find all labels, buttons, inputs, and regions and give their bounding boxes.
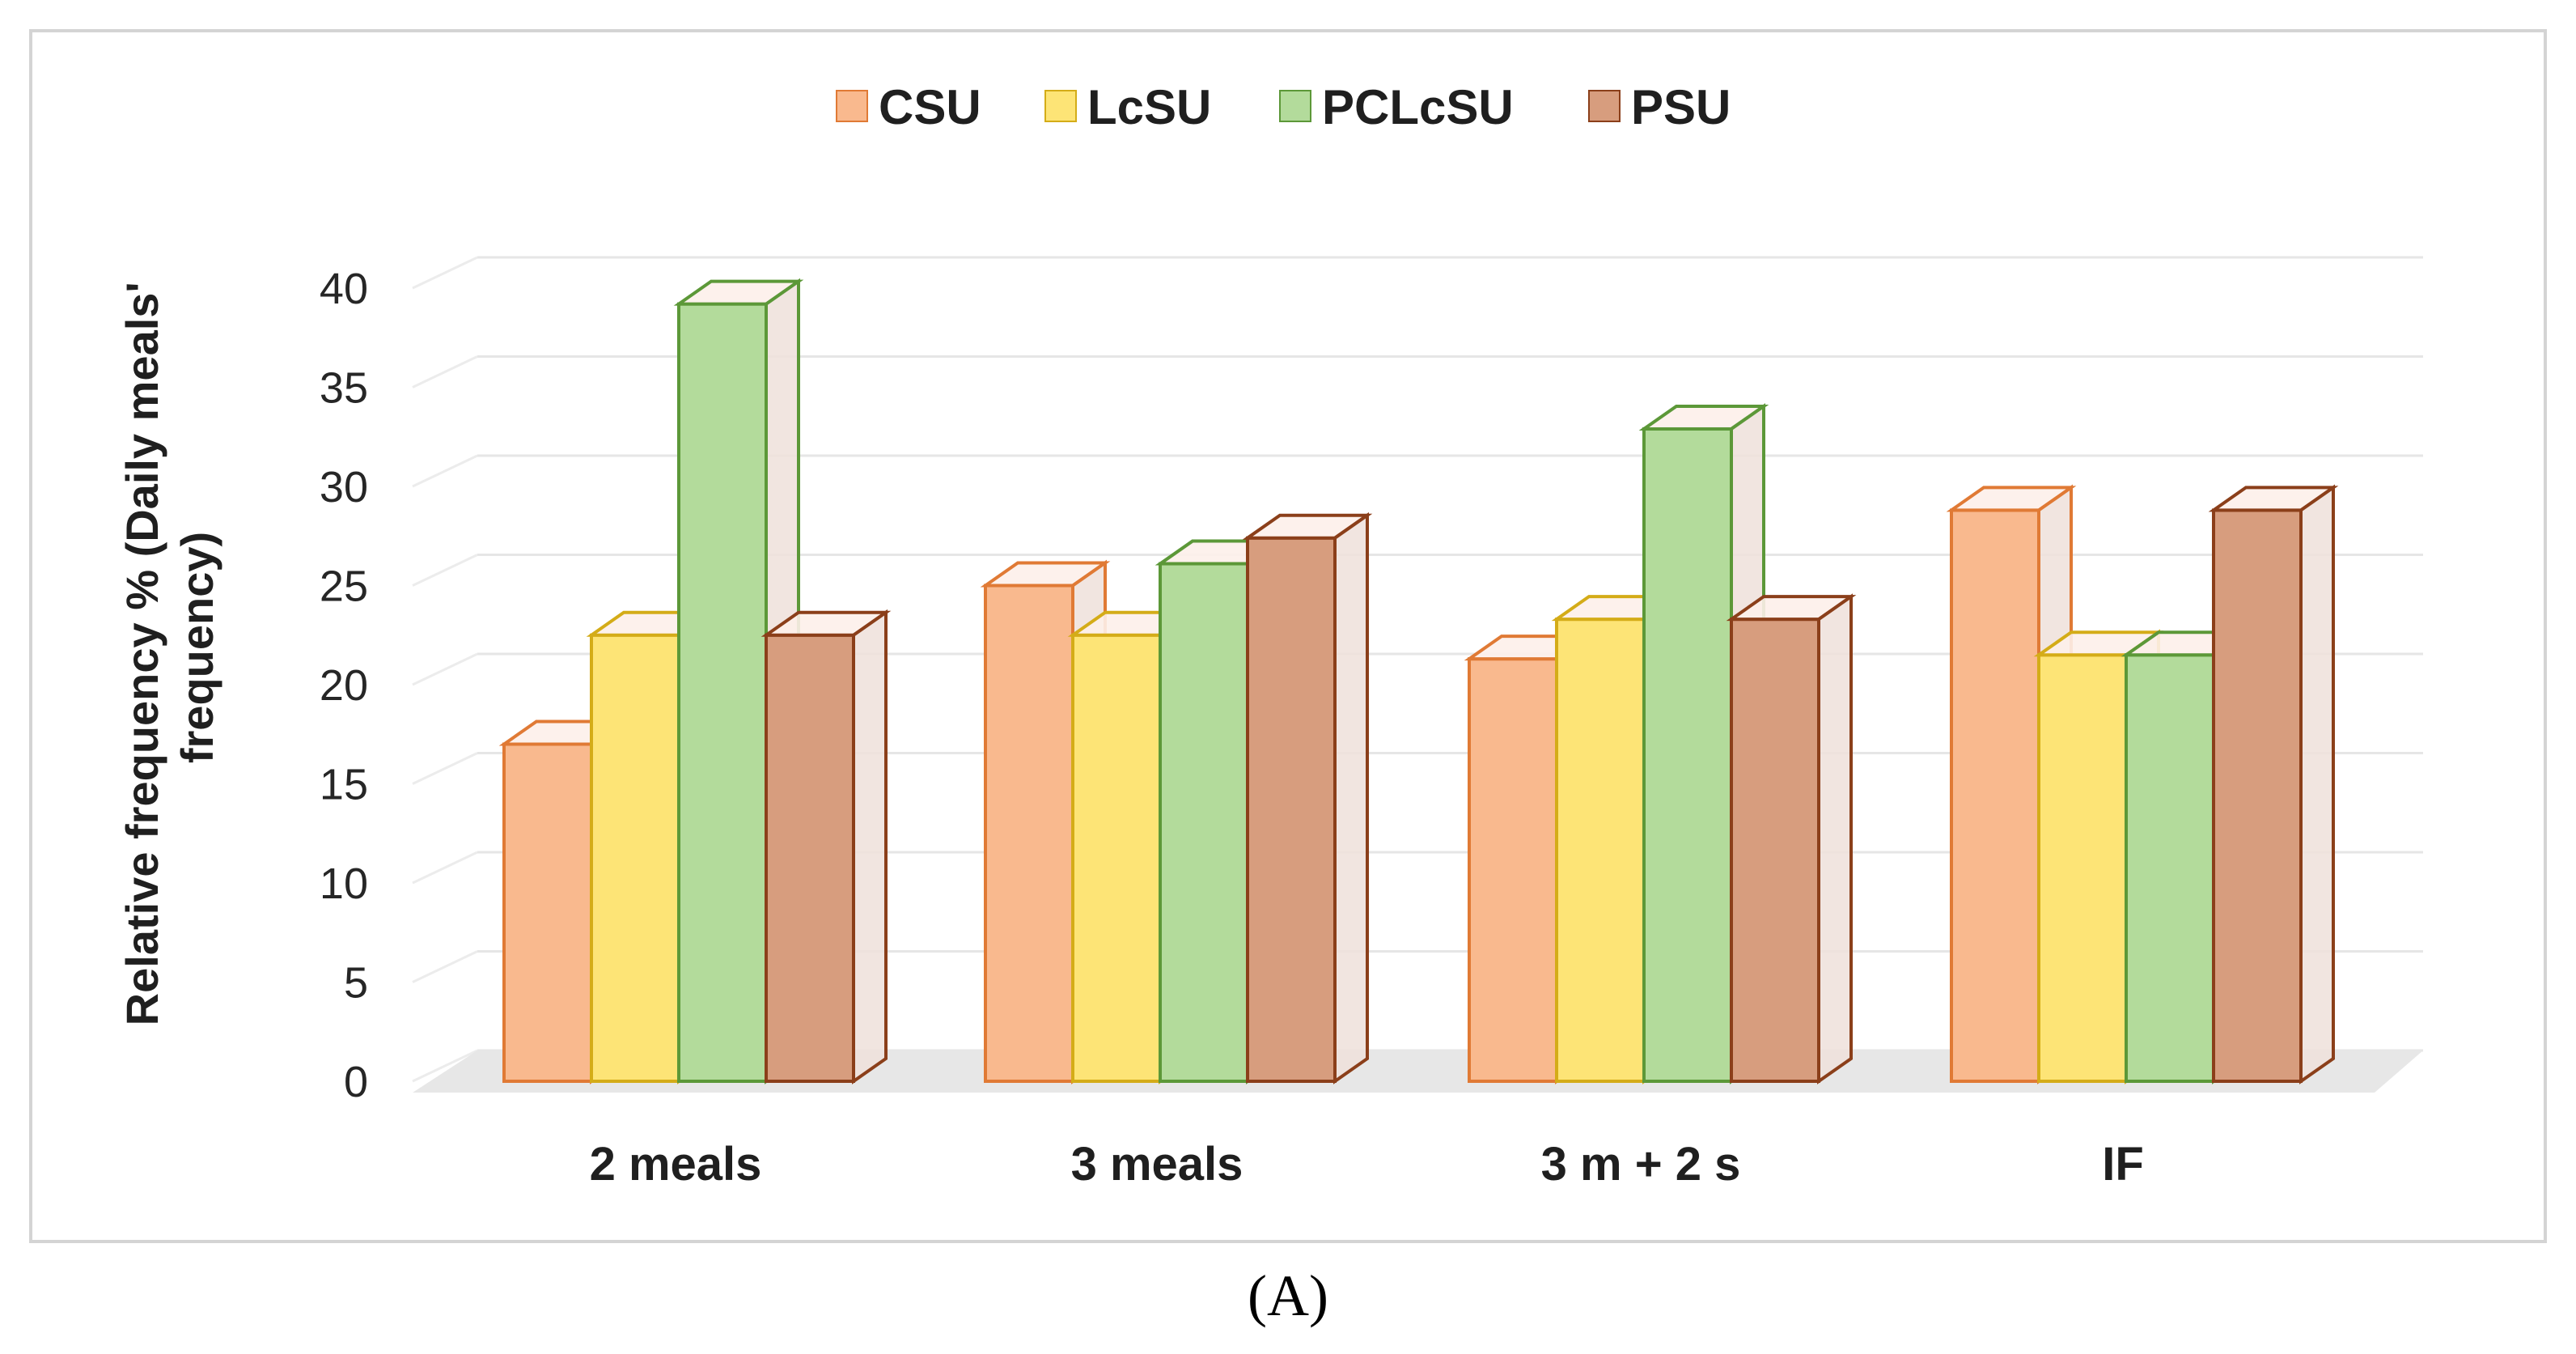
legend-swatch	[1044, 90, 1077, 122]
bar-front-face	[765, 633, 855, 1083]
x-axis-categories: 2 meals 3 meals 3 m + 2 s IF	[590, 1138, 2144, 1191]
bar-side-face	[1333, 511, 1369, 1084]
legend-item: PCLcSU	[1279, 80, 1514, 134]
bar-front-face	[2212, 508, 2303, 1083]
y-tick-label: 5	[344, 959, 368, 1008]
gridline-diagonal	[412, 454, 478, 488]
bar-front-face	[1555, 618, 1646, 1083]
x-category-label: 2 meals	[590, 1138, 762, 1191]
gridline-diagonal	[412, 355, 478, 388]
gridline-diagonal	[412, 752, 478, 785]
bar-front-face	[1159, 562, 1249, 1083]
gridline-diagonal	[412, 950, 478, 983]
bar-front-face	[984, 584, 1074, 1083]
gridline-diagonal	[412, 554, 478, 587]
legend-item: PSU	[1588, 80, 1731, 134]
legend-swatch	[1588, 90, 1621, 122]
legend: CSU LcSU PCLcSU PSU	[836, 80, 1731, 134]
y-axis-label: Relative frequency % (Daily meals' frequ…	[117, 270, 222, 1026]
bar	[2208, 484, 2339, 1084]
legend-item: LcSU	[1044, 80, 1211, 134]
figure-caption: (A)	[1248, 1263, 1328, 1328]
legend-swatch	[1279, 90, 1311, 122]
bar	[761, 609, 892, 1084]
legend-swatch	[836, 90, 868, 122]
bar-front-face	[1468, 657, 1558, 1083]
y-axis-ticks: 0 5 10 15 20 25 30 35 40	[320, 265, 368, 1106]
y-tick-label: 10	[320, 860, 368, 908]
bar-side-face	[1817, 593, 1853, 1084]
y-tick-label: 20	[320, 661, 368, 710]
bars	[498, 278, 2339, 1084]
gridline-diagonal	[412, 256, 478, 290]
gridline-diagonal	[412, 1049, 478, 1083]
gridline-diagonal	[412, 851, 478, 885]
bar-front-face	[1246, 536, 1337, 1083]
bar	[1726, 593, 1857, 1084]
chart-floor	[413, 1051, 2423, 1093]
bar-front-face	[590, 633, 680, 1083]
gridline-diagonal	[412, 652, 478, 686]
y-axis-label-line-2: frequency)	[172, 532, 222, 763]
bar-side-face	[852, 609, 888, 1084]
y-tick-label: 0	[344, 1058, 368, 1106]
bar-front-face	[1730, 618, 1820, 1083]
legend-label: PCLcSU	[1322, 80, 1514, 134]
legend-label: LcSU	[1087, 80, 1211, 134]
legend-label: CSU	[879, 80, 981, 134]
legend-item: CSU	[836, 80, 981, 134]
y-tick-label: 25	[320, 562, 368, 611]
bar	[1242, 511, 1373, 1084]
legend-label: PSU	[1631, 80, 1731, 134]
bar-front-face	[1642, 427, 1733, 1083]
y-tick-label: 15	[320, 761, 368, 809]
floor-plane	[413, 1051, 2423, 1093]
bar-side-face	[2299, 484, 2335, 1084]
y-axis-label-line-1: Relative frequency % (Daily meals'	[117, 282, 167, 1025]
y-tick-label: 40	[320, 265, 368, 313]
bar-front-face	[2125, 653, 2215, 1083]
bar-front-face	[677, 302, 768, 1084]
x-category-label: IF	[2102, 1138, 2144, 1191]
bar-front-face	[1950, 508, 2040, 1083]
y-tick-label: 30	[320, 463, 368, 511]
y-tick-label: 35	[320, 364, 368, 413]
x-category-label: 3 m + 2 s	[1541, 1138, 1741, 1191]
bar-front-face	[1071, 633, 1162, 1083]
x-category-label: 3 meals	[1071, 1138, 1244, 1191]
bar-front-face	[502, 742, 593, 1083]
bar-front-face	[2037, 653, 2128, 1083]
